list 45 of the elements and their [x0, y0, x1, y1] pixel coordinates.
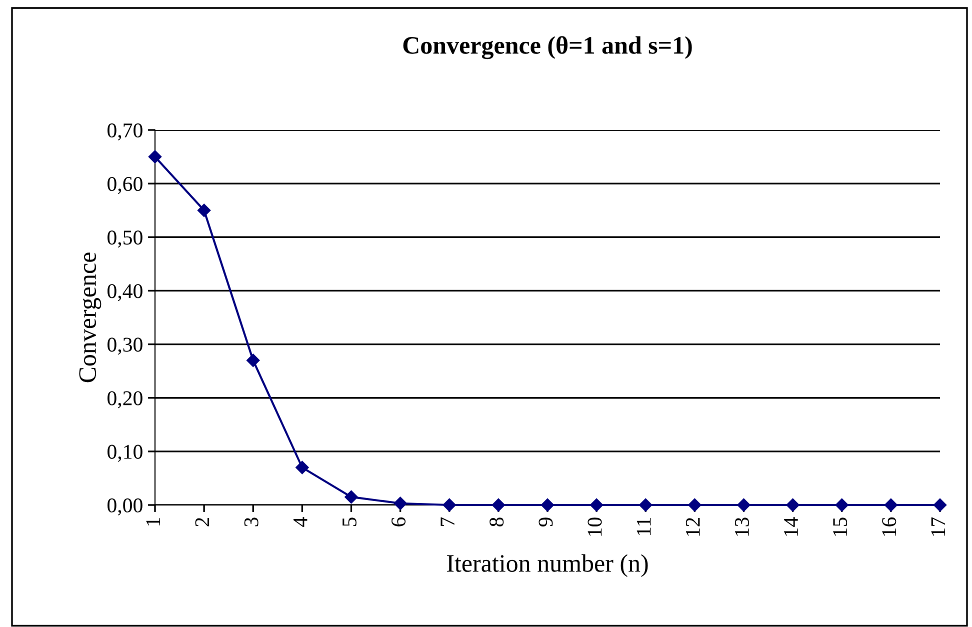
y-axis-title: Convergence — [79, 252, 102, 382]
point — [639, 498, 652, 512]
point — [933, 498, 947, 512]
x-tick-label: 17 — [931, 517, 946, 536]
point — [344, 490, 358, 504]
chart-title: Convergence (θ=1 and s=1) — [403, 36, 692, 60]
x-tick-label: 11 — [636, 518, 651, 536]
point — [442, 498, 456, 512]
point — [394, 496, 407, 510]
y-tick-label: 0,40 — [108, 284, 142, 302]
point — [492, 498, 506, 512]
y-tick-label: 0,20 — [108, 391, 142, 408]
x-axis-title: Iteration number (n) — [447, 554, 648, 577]
x-tick-label: 14 — [784, 517, 798, 536]
y-tick-label: 0,00 — [108, 498, 142, 516]
point — [246, 354, 260, 367]
point — [197, 204, 211, 217]
point — [590, 498, 604, 512]
x-tick-label: 6 — [392, 517, 406, 526]
point — [540, 498, 554, 512]
point — [737, 498, 750, 512]
x-tick-label: 13 — [734, 518, 749, 536]
x-tick-label: 7 — [440, 517, 454, 526]
x-tick-label: 4 — [293, 517, 308, 527]
point — [688, 498, 702, 512]
x-tick-label: 3 — [244, 518, 258, 526]
y-tick-label: 0,50 — [108, 230, 142, 248]
x-tick-label: 1 — [146, 518, 160, 526]
y-tick-label: 0,70 — [108, 123, 142, 140]
x-tick-label: 12 — [686, 518, 700, 536]
x-tick-label: 5 — [342, 518, 356, 526]
x-tick-label: 10 — [588, 518, 602, 536]
x-tick-label: 9 — [538, 518, 553, 527]
point — [835, 498, 848, 512]
y-tick-label: 0,60 — [108, 176, 142, 194]
x-tick-label: 16 — [882, 517, 896, 536]
x-tick-label: 15 — [833, 518, 848, 536]
y-tick-label: 0,10 — [108, 444, 142, 462]
point — [296, 460, 309, 474]
point — [148, 150, 162, 164]
point — [884, 498, 898, 512]
point — [786, 498, 800, 512]
y-tick-label: 0,30 — [108, 338, 142, 355]
x-tick-label: 2 — [195, 518, 210, 526]
x-tick-label: 8 — [490, 518, 504, 526]
